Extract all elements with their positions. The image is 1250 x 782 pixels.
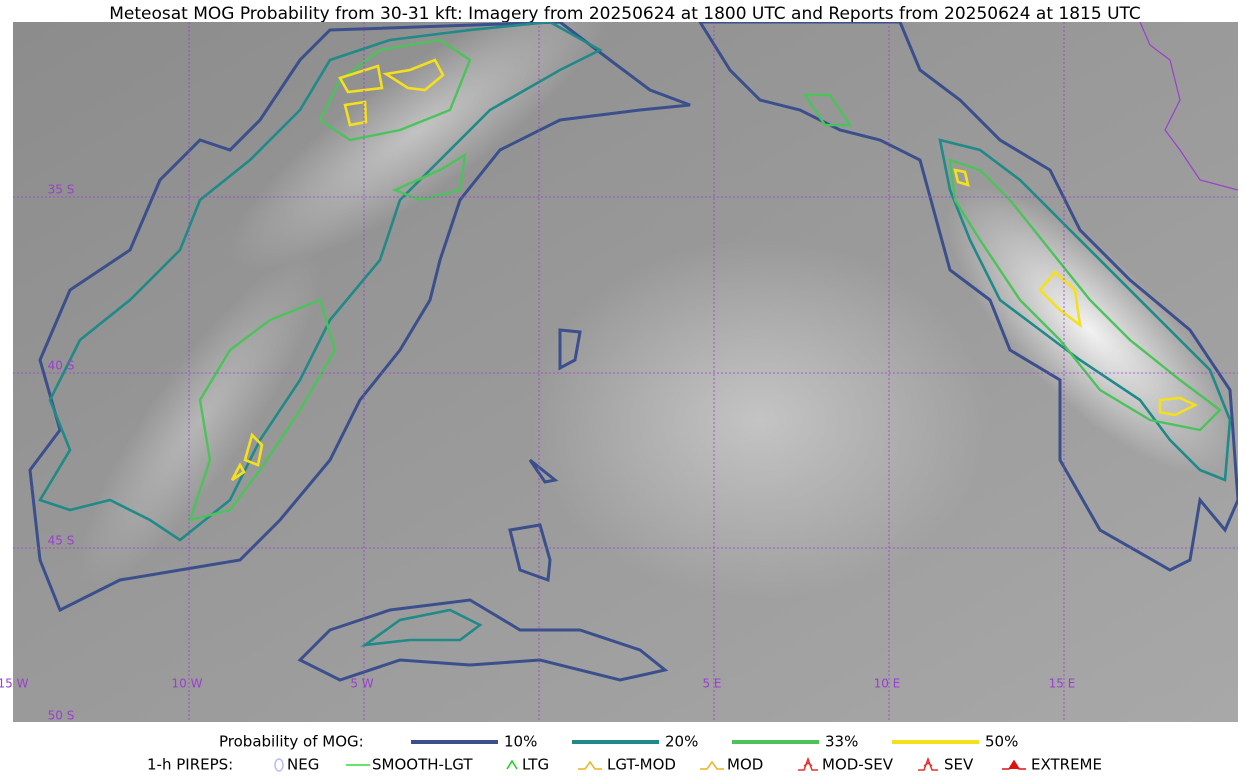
pirep-icon xyxy=(700,760,724,770)
legend-label: SEV xyxy=(944,756,974,774)
pirep-icon xyxy=(274,758,284,772)
longitude-label: 15 W xyxy=(0,677,29,691)
longitude-label: 10 W xyxy=(172,677,203,691)
cloud-swirl xyxy=(530,240,990,600)
graticule xyxy=(13,22,1238,722)
longitude-label: 15 E xyxy=(1049,677,1076,691)
legend-title: 1-h PIREPS: xyxy=(147,756,233,774)
cloud-band xyxy=(228,22,612,271)
legend-label: NEG xyxy=(287,756,319,774)
legend-label: SMOOTH-LGT xyxy=(372,756,473,774)
legend-label: 50% xyxy=(985,733,1018,751)
pirep-icon xyxy=(918,756,938,771)
legend-label: 20% xyxy=(665,733,698,751)
latitude-label: 45 S xyxy=(48,534,75,548)
coastline xyxy=(1139,22,1238,191)
longitude-label: 5 W xyxy=(350,677,373,691)
legend-label: 10% xyxy=(504,733,537,751)
latitude-label: 35 S xyxy=(48,183,75,197)
cloud-band xyxy=(78,253,322,587)
pirep-icon xyxy=(506,759,518,770)
longitude-label: 10 E xyxy=(874,677,901,691)
pirep-icon xyxy=(578,760,602,770)
cloud-band xyxy=(946,186,1234,474)
pirep-icon xyxy=(798,756,818,771)
legend-label: MOD xyxy=(727,756,763,774)
legend-label: EXTREME xyxy=(1031,756,1102,774)
pirep-icon xyxy=(1002,759,1026,770)
contours xyxy=(28,22,1238,682)
legend-label: LGT-MOD xyxy=(607,756,676,774)
map-area xyxy=(13,22,1238,722)
longitude-label: 5 E xyxy=(702,677,721,691)
legend-label: LTG xyxy=(522,756,549,774)
latitude-label: 50 S xyxy=(48,709,75,723)
legend-title: Probability of MOG: xyxy=(219,733,364,751)
legend-label: 33% xyxy=(825,733,858,751)
legend-label: MOD-SEV xyxy=(822,756,894,774)
title: Meteosat MOG Probability from 30-31 kft:… xyxy=(109,4,1141,24)
latitude-label: 40 S xyxy=(48,359,75,373)
